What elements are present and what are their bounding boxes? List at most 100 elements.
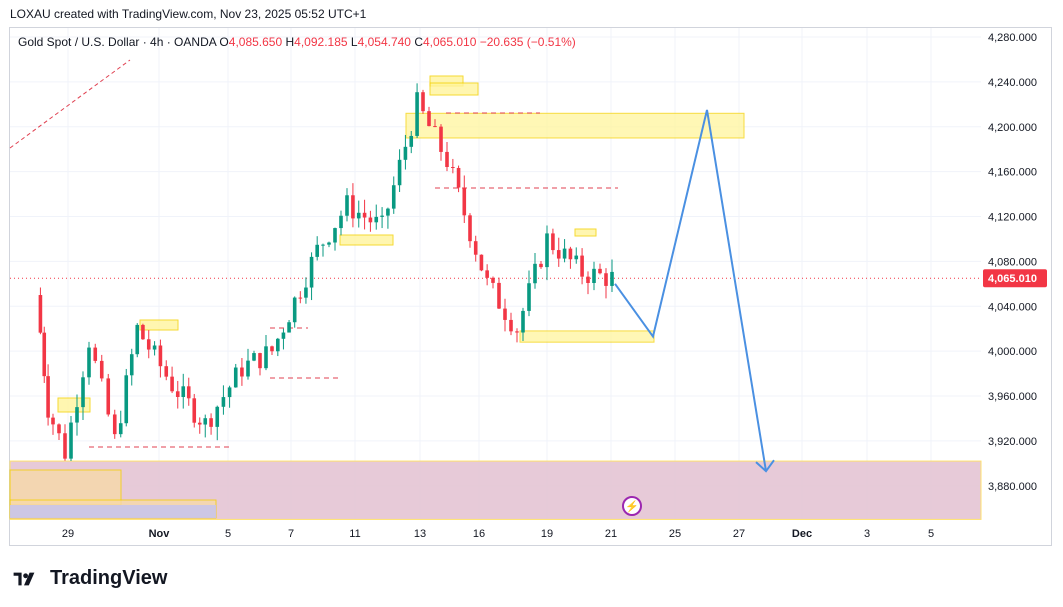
candle-body bbox=[356, 212, 361, 219]
open-label: O bbox=[219, 35, 229, 49]
x-tick-label: 27 bbox=[733, 528, 745, 540]
candle-body bbox=[63, 433, 67, 459]
y-tick-label: 4,240.000 bbox=[988, 77, 1037, 89]
time-axis: 29 Nov 5 7 11 13 16 19 21 25 27 Dec 3 5 bbox=[62, 528, 934, 540]
candle-body bbox=[181, 386, 186, 397]
candle-body bbox=[515, 331, 519, 333]
candle-body bbox=[592, 268, 596, 283]
candle-body bbox=[118, 423, 123, 435]
candle-body bbox=[374, 216, 379, 223]
candle-body bbox=[533, 263, 537, 284]
close-label: C bbox=[414, 35, 423, 49]
candle-body bbox=[409, 135, 414, 147]
candle-body bbox=[327, 242, 331, 245]
y-tick-label: 4,280.000 bbox=[988, 32, 1037, 44]
price-axis: 3,880.000 3,920.000 3,960.000 4,000.000 4,04… bbox=[983, 32, 1047, 493]
candle-body bbox=[106, 378, 111, 415]
candle-body bbox=[99, 360, 104, 379]
candle-body bbox=[456, 167, 461, 188]
high-value: 4,092.185 bbox=[294, 35, 348, 49]
candle-body bbox=[574, 255, 579, 260]
candle-body bbox=[264, 346, 268, 369]
candle-body bbox=[479, 254, 484, 271]
x-tick-label: 25 bbox=[669, 528, 681, 540]
candle-body bbox=[146, 339, 151, 350]
candle-body bbox=[421, 92, 425, 112]
projection-path bbox=[614, 109, 767, 472]
candle-body bbox=[158, 345, 163, 367]
candle-body bbox=[509, 319, 513, 332]
x-tick-label: 11 bbox=[349, 528, 360, 540]
candle-body bbox=[551, 233, 555, 251]
candle-body bbox=[292, 297, 297, 323]
candle-body bbox=[403, 146, 408, 160]
candle-body bbox=[380, 215, 384, 217]
open-value: 4,085.650 bbox=[228, 35, 283, 49]
y-tick-label: 4,160.000 bbox=[988, 167, 1037, 179]
close-value: 4,065.010 bbox=[423, 35, 477, 49]
trendline bbox=[9, 59, 131, 149]
candle-body bbox=[175, 391, 180, 397]
y-tick-label: 3,880.000 bbox=[988, 481, 1037, 493]
candles bbox=[38, 83, 614, 462]
candle-body bbox=[321, 244, 325, 246]
candle-body bbox=[51, 417, 55, 425]
y-tick-label: 3,960.000 bbox=[988, 391, 1037, 403]
candle-body bbox=[610, 271, 614, 286]
tradingview-logo-icon bbox=[13, 572, 35, 585]
candle-body bbox=[315, 244, 319, 257]
candle-body bbox=[75, 407, 79, 423]
candle-body bbox=[203, 418, 208, 425]
x-tick-label: Nov bbox=[149, 528, 171, 540]
candle-body bbox=[209, 418, 213, 427]
current-price-label: 4,065.010 bbox=[988, 273, 1037, 285]
demand-zone bbox=[519, 330, 655, 343]
order-block-zone bbox=[9, 469, 122, 506]
candle-body bbox=[468, 215, 472, 242]
candle-body bbox=[69, 422, 73, 459]
candle-body bbox=[233, 367, 238, 388]
projection-layer bbox=[614, 109, 775, 473]
gridlines bbox=[10, 28, 981, 519]
x-tick-label: 13 bbox=[414, 528, 426, 540]
change-value: −20.635 (−0.51%) bbox=[479, 35, 576, 49]
candle-body bbox=[246, 360, 250, 377]
candle-body bbox=[351, 195, 355, 219]
candle-body bbox=[81, 377, 85, 408]
order-block-zone bbox=[574, 228, 597, 237]
candle-body bbox=[38, 295, 43, 333]
candle-body bbox=[252, 353, 256, 361]
candle-body bbox=[240, 367, 244, 377]
candle-body bbox=[281, 332, 286, 339]
candle-body bbox=[215, 406, 220, 427]
candle-body bbox=[368, 217, 373, 223]
candle-body bbox=[485, 270, 489, 278]
candle-body bbox=[42, 332, 47, 377]
candle-body bbox=[503, 308, 507, 320]
chart-attribution: LOXAU created with TradingView.com, Nov … bbox=[10, 7, 367, 21]
candle-body bbox=[439, 126, 443, 152]
alert-icon[interactable]: ⚡ bbox=[622, 496, 642, 516]
candle-body bbox=[586, 276, 590, 283]
candle-body bbox=[451, 167, 455, 169]
candle-body bbox=[604, 273, 608, 286]
candle-body bbox=[527, 283, 531, 311]
x-tick-label: 21 bbox=[605, 528, 617, 540]
current-price-tag bbox=[983, 269, 1047, 288]
candle-body bbox=[339, 215, 343, 229]
y-tick-label: 4,000.000 bbox=[988, 346, 1037, 358]
candle-body bbox=[391, 185, 396, 209]
candle-body bbox=[87, 347, 91, 378]
candle-body bbox=[333, 228, 337, 243]
candle-body bbox=[287, 322, 291, 333]
candle-body bbox=[164, 366, 169, 377]
candle-body bbox=[221, 397, 226, 407]
candle-body bbox=[521, 310, 525, 333]
y-tick-label: 4,200.000 bbox=[988, 122, 1037, 134]
candle-body bbox=[386, 208, 390, 216]
candle-body bbox=[192, 398, 197, 423]
symbol-legend: Gold Spot / U.S. Dollar · 4h · OANDA O4,… bbox=[18, 35, 576, 49]
y-tick-label: 4,120.000 bbox=[988, 212, 1037, 224]
candle-body bbox=[152, 345, 157, 350]
